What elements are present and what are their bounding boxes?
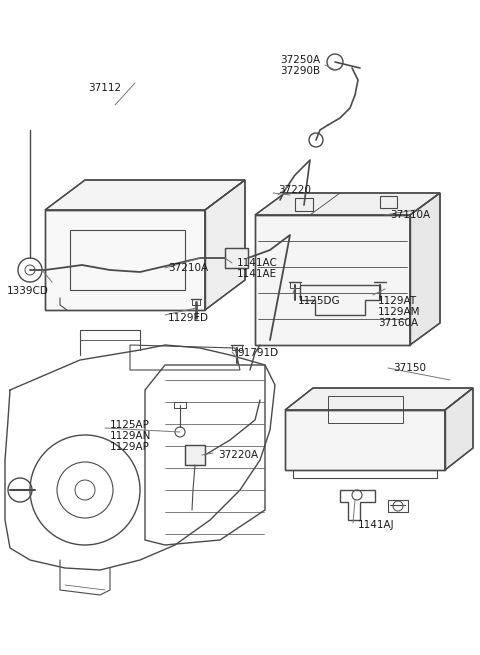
Text: 1141AJ: 1141AJ	[358, 520, 395, 530]
Polygon shape	[205, 180, 245, 310]
Polygon shape	[445, 388, 473, 470]
Text: 1129ED: 1129ED	[168, 313, 209, 323]
Text: 37110A: 37110A	[390, 210, 430, 220]
Text: 1129AT
1129AM
37160A: 1129AT 1129AM 37160A	[378, 296, 420, 328]
Polygon shape	[185, 445, 205, 465]
Polygon shape	[45, 180, 245, 210]
Polygon shape	[225, 248, 248, 268]
Polygon shape	[410, 193, 440, 345]
Text: 1141AC
1141AE: 1141AC 1141AE	[237, 258, 278, 279]
Polygon shape	[45, 210, 205, 310]
Polygon shape	[255, 193, 440, 215]
Text: 37250A
37290B: 37250A 37290B	[280, 55, 320, 76]
Text: 37150: 37150	[393, 363, 426, 373]
Text: 1125DG: 1125DG	[298, 296, 341, 306]
Polygon shape	[285, 388, 473, 410]
Text: 37210A: 37210A	[168, 263, 208, 273]
Text: 37220: 37220	[278, 185, 311, 195]
Circle shape	[297, 198, 311, 212]
Text: 1125AP
1129AN
1129AP: 1125AP 1129AN 1129AP	[110, 420, 151, 451]
Circle shape	[383, 196, 395, 208]
Text: 91791D: 91791D	[237, 348, 278, 358]
Polygon shape	[285, 410, 445, 470]
Polygon shape	[255, 215, 410, 345]
Text: 37220A: 37220A	[218, 450, 258, 460]
Text: 1339CD: 1339CD	[7, 286, 49, 296]
Text: 37112: 37112	[88, 83, 121, 93]
